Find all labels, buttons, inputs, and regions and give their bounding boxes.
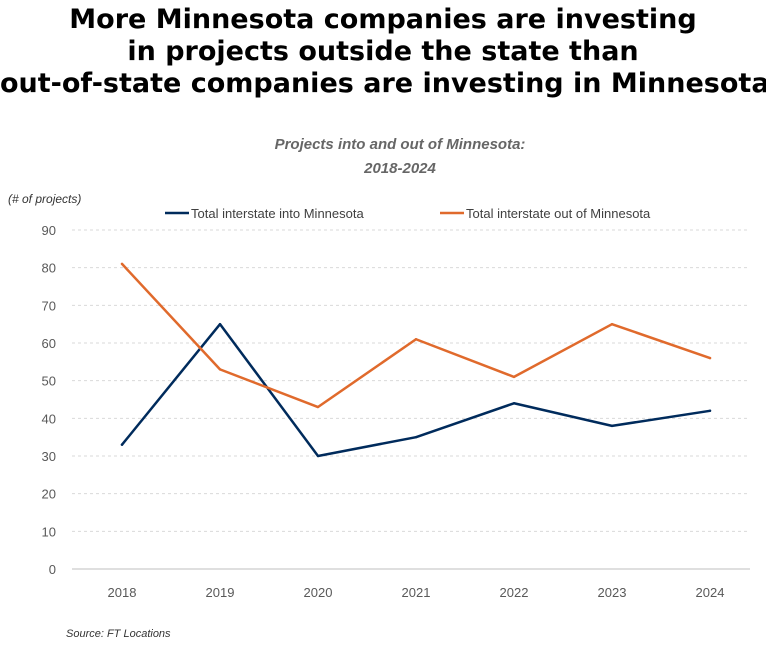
x-tick-label: 2019 <box>206 585 235 600</box>
y-axis-unit-label: (# of projects) <box>8 192 82 206</box>
y-tick-label: 70 <box>42 298 56 313</box>
y-tick-label: 20 <box>42 487 56 502</box>
source-note: Source: FT Locations <box>66 628 171 640</box>
x-tick-label: 2018 <box>108 585 137 600</box>
y-tick-label: 40 <box>42 411 56 426</box>
headline-line-3: out-of-state companies are investing in … <box>0 68 766 99</box>
x-tick-label: 2022 <box>500 585 529 600</box>
data-point <box>414 338 418 341</box>
data-point <box>708 356 712 360</box>
data-point <box>610 424 614 428</box>
y-tick-label: 10 <box>42 524 56 539</box>
chart-title: Projects into and out of Minnesota: <box>274 136 526 153</box>
x-tick-label: 2021 <box>402 585 431 600</box>
y-tick-label: 60 <box>42 336 56 351</box>
chart-title-block: Projects into and out of Minnesota: 2018… <box>0 133 766 181</box>
y-tick-label: 30 <box>42 449 56 464</box>
data-point <box>414 435 418 439</box>
legend-label-1: Total interstate into Minnesota <box>191 206 364 221</box>
legend-label-2: Total interstate out of Minnesota <box>466 206 651 221</box>
y-tick-label: 50 <box>42 374 56 389</box>
data-point <box>218 322 222 326</box>
headline-line-2: in projects outside the state than <box>127 36 639 67</box>
data-point <box>316 405 320 409</box>
data-point <box>120 262 124 266</box>
data-point <box>316 454 320 458</box>
chart-subtitle: 2018-2024 <box>364 160 436 177</box>
data-point <box>120 443 124 446</box>
y-tick-label: 80 <box>42 261 56 276</box>
x-tick-label: 2023 <box>598 585 627 600</box>
data-point <box>218 368 222 371</box>
headline-line-1: More Minnesota companies are investing <box>69 4 697 35</box>
data-point <box>610 322 614 326</box>
x-tick-label: 2024 <box>696 585 725 600</box>
y-tick-label: 0 <box>49 562 56 577</box>
data-point <box>512 375 516 379</box>
y-tick-label: 90 <box>42 223 56 238</box>
data-point <box>708 409 712 412</box>
data-point <box>512 402 516 405</box>
headline: More Minnesota companies are investing i… <box>0 4 766 100</box>
x-tick-label: 2020 <box>304 585 333 600</box>
